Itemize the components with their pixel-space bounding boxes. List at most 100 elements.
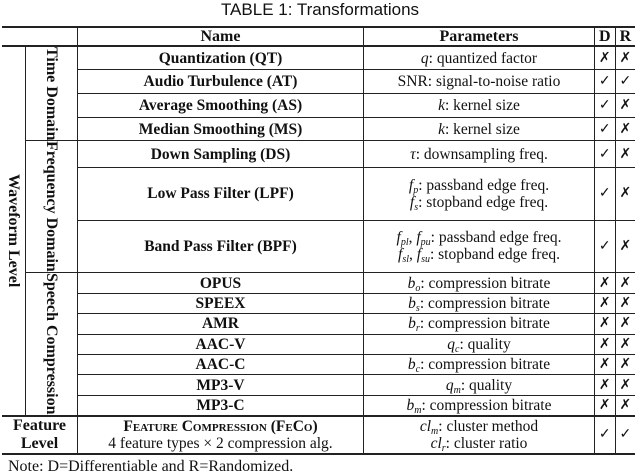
differentiable-mark: ✓: [594, 219, 616, 274]
table-row: Low Pass Filter (LPF) fp: passband edge f…: [2, 166, 636, 221]
randomized-mark: ✗: [614, 313, 636, 335]
randomized-mark: ✗: [614, 353, 636, 376]
transformations-table: Name Parameters D R Waveform Level Time D…: [2, 26, 636, 455]
transform-parameters: q: quantized factor: [363, 45, 595, 71]
randomized-mark: ✗: [614, 374, 636, 396]
transform-parameters: fpl, fpu: passband edge freq. fsl, fsu: s…: [363, 219, 595, 274]
table-row: MP3-V qm: quality ✗ ✗: [2, 374, 636, 396]
transform-parameters: qm: quality: [363, 374, 595, 396]
group-frequency-domain: Frequency Domain: [25, 140, 78, 274]
randomized-mark: ✗: [614, 394, 636, 417]
group-speech-compression: Speech Compression: [25, 272, 78, 417]
header-name: Name: [77, 26, 364, 47]
randomized-mark: ✗: [614, 292, 636, 315]
transform-name: AMR: [77, 313, 364, 335]
table-row: MP3-C bm: compression bitrate ✗ ✗: [2, 394, 636, 417]
randomized-mark: ✓: [614, 69, 636, 94]
table-row: SPEEX bs: compression bitrate ✗ ✗: [2, 292, 636, 315]
differentiable-mark: ✓: [594, 92, 616, 118]
differentiable-mark: ✓: [594, 116, 616, 142]
transform-name: Feature Compression (FeCo) 4 feature type…: [77, 414, 364, 455]
transform-parameters: br: compression bitrate: [363, 313, 595, 335]
parameter-line: bs: compression bitrate: [408, 294, 550, 314]
parameter-line: SNR: signal-to-noise ratio: [397, 73, 561, 91]
table-row: Audio Turbulence (AT) SNR: signal-to-nois…: [2, 69, 636, 94]
parameter-line: bc: compression bitrate: [407, 356, 551, 376]
header-empty: [2, 26, 78, 47]
transform-parameters: qc: quality: [363, 333, 595, 355]
randomized-mark: ✗: [614, 116, 636, 142]
transform-name: Down Sampling (DS): [77, 140, 364, 168]
parameter-line: k: kernel size: [438, 120, 520, 138]
randomized-mark: ✗: [614, 92, 636, 118]
parameter-line: qc: quality: [447, 335, 511, 355]
transform-name: AAC-C: [77, 353, 364, 376]
differentiable-mark: ✓: [594, 414, 616, 455]
randomized-mark: ✗: [614, 272, 636, 294]
group-time-domain: Time Domain: [25, 45, 78, 142]
transform-name: Audio Turbulence (AT): [77, 69, 364, 94]
parameter-line: clr: cluster ratio: [430, 434, 528, 454]
table-row: Speech Compression OPUS bo: compression bi…: [2, 272, 636, 417]
differentiable-mark: ✓: [594, 166, 616, 221]
differentiable-mark: ✗: [594, 45, 616, 71]
parameter-line: qm: quality: [445, 376, 513, 396]
differentiable-mark: ✗: [594, 333, 616, 355]
transform-parameters: fp: passband edge freq. fs: stopband edge…: [363, 166, 595, 221]
transform-parameters: k: kernel size: [363, 92, 595, 118]
transform-parameters: k: kernel size: [363, 116, 595, 142]
transform-name: OPUS: [77, 272, 364, 294]
transform-name: AAC-V: [77, 333, 364, 355]
feature-row: Feature Level Feature Compression (FeCo) 4…: [2, 414, 636, 455]
differentiable-mark: ✗: [594, 353, 616, 376]
differentiable-mark: ✗: [594, 374, 616, 396]
parameter-line: fsl, fsu: stopband edge freq.: [398, 246, 560, 266]
group-waveform-level: Waveform Level: [2, 45, 26, 417]
randomized-mark: ✗: [614, 219, 636, 274]
transform-parameters: bo: compression bitrate: [363, 272, 595, 294]
header-parameters: Parameters: [363, 26, 595, 47]
differentiable-mark: ✗: [594, 292, 616, 315]
transform-name: Band Pass Filter (BPF): [77, 219, 364, 274]
parameter-line: q: quantized factor: [420, 49, 538, 67]
parameter-line: fp: passband edge freq.: [408, 176, 550, 196]
differentiable-mark: ✓: [594, 69, 616, 94]
parameter-line: bm: compression bitrate: [406, 396, 552, 416]
header-row: Name Parameters D R: [2, 26, 636, 47]
parameter-line: fs: stopband edge freq.: [409, 193, 549, 213]
transform-parameters: bc: compression bitrate: [363, 353, 595, 376]
table-row: Median Smoothing (MS) k: kernel size ✓ ✗: [2, 116, 636, 142]
differentiable-mark: ✗: [594, 272, 616, 294]
randomized-mark: ✓: [614, 414, 636, 455]
header-r: R: [614, 26, 636, 47]
transform-name: Average Smoothing (AS): [77, 92, 364, 118]
parameter-line: fpl, fpu: passband edge freq.: [396, 229, 562, 249]
group-feature-level: Feature Level: [2, 414, 78, 455]
randomized-mark: ✗: [614, 333, 636, 355]
parameter-line: τ: downsampling freq.: [410, 145, 548, 163]
transform-parameters: bm: compression bitrate: [363, 394, 595, 417]
parameter-line: clm: cluster method: [419, 417, 539, 437]
table-title: TABLE 1: Transformations: [220, 0, 420, 19]
table-row: Band Pass Filter (BPF) fpl, fpu: passband…: [2, 219, 636, 274]
randomized-mark: ✗: [614, 140, 636, 168]
transform-name: Low Pass Filter (LPF): [77, 166, 364, 221]
randomized-mark: ✗: [614, 166, 636, 221]
transform-name: MP3-C: [77, 394, 364, 417]
transform-parameters: SNR: signal-to-noise ratio: [363, 69, 595, 94]
table-row: Frequency Domain Down Sampling (DS) τ: dow…: [2, 140, 636, 274]
transform-name: MP3-V: [77, 374, 364, 396]
table-row: AMR br: compression bitrate ✗ ✗: [2, 313, 636, 335]
table-note: Note: D=Differentiable and R=Randomized.: [8, 457, 294, 475]
transform-parameters: clm: cluster method clr: cluster ratio: [363, 414, 595, 455]
parameter-line: bo: compression bitrate: [407, 274, 551, 294]
header-d: D: [594, 26, 616, 47]
transform-name: Quantization (QT): [77, 45, 364, 71]
parameter-line: k: kernel size: [438, 96, 520, 114]
transform-parameters: bs: compression bitrate: [363, 292, 595, 315]
transform-parameters: τ: downsampling freq.: [363, 140, 595, 168]
differentiable-mark: ✗: [594, 394, 616, 417]
table-row: AAC-C bc: compression bitrate ✗ ✗: [2, 353, 636, 376]
randomized-mark: ✗: [614, 45, 636, 71]
differentiable-mark: ✗: [594, 313, 616, 335]
